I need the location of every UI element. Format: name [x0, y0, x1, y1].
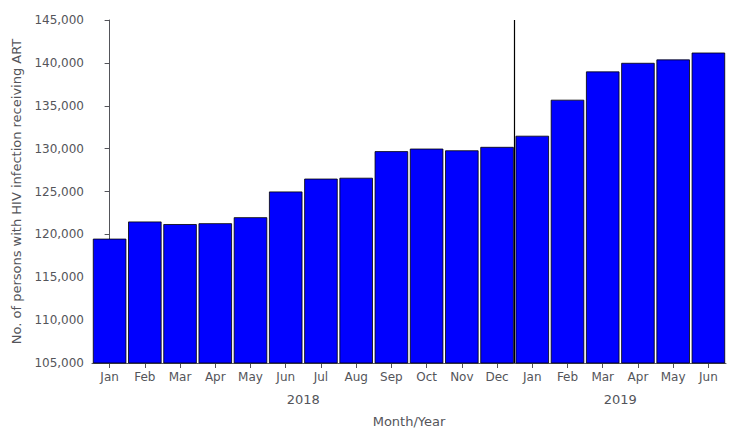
svg-text:120,000: 120,000	[34, 227, 84, 241]
svg-text:May: May	[238, 370, 263, 384]
svg-text:105,000: 105,000	[34, 356, 84, 370]
svg-text:Apr: Apr	[205, 370, 226, 384]
svg-text:Month/Year: Month/Year	[373, 414, 446, 429]
svg-text:2018: 2018	[287, 392, 320, 407]
svg-text:Sep: Sep	[380, 370, 403, 384]
svg-text:Jul: Jul	[313, 370, 328, 384]
svg-text:2019: 2019	[604, 392, 637, 407]
svg-text:Jan: Jan	[99, 370, 119, 384]
svg-text:130,000: 130,000	[34, 142, 84, 156]
svg-text:145,000: 145,000	[34, 13, 84, 27]
svg-text:Feb: Feb	[557, 370, 578, 384]
svg-text:115,000: 115,000	[34, 270, 84, 284]
svg-text:Jun: Jun	[275, 370, 295, 384]
svg-text:May: May	[661, 370, 686, 384]
svg-text:No. of persons with HIV infect: No. of persons with HIV infection receiv…	[9, 39, 24, 345]
svg-text:135,000: 135,000	[34, 99, 84, 113]
svg-text:Jan: Jan	[522, 370, 542, 384]
svg-text:125,000: 125,000	[34, 185, 84, 199]
svg-text:Mar: Mar	[169, 370, 192, 384]
svg-text:Mar: Mar	[591, 370, 614, 384]
svg-text:Dec: Dec	[485, 370, 508, 384]
svg-text:Nov: Nov	[450, 370, 473, 384]
svg-text:Feb: Feb	[134, 370, 155, 384]
svg-text:140,000: 140,000	[34, 56, 84, 70]
svg-text:Apr: Apr	[628, 370, 649, 384]
svg-text:Oct: Oct	[416, 370, 437, 384]
svg-text:Jun: Jun	[698, 370, 718, 384]
svg-text:Aug: Aug	[344, 370, 367, 384]
svg-text:110,000: 110,000	[34, 313, 84, 327]
